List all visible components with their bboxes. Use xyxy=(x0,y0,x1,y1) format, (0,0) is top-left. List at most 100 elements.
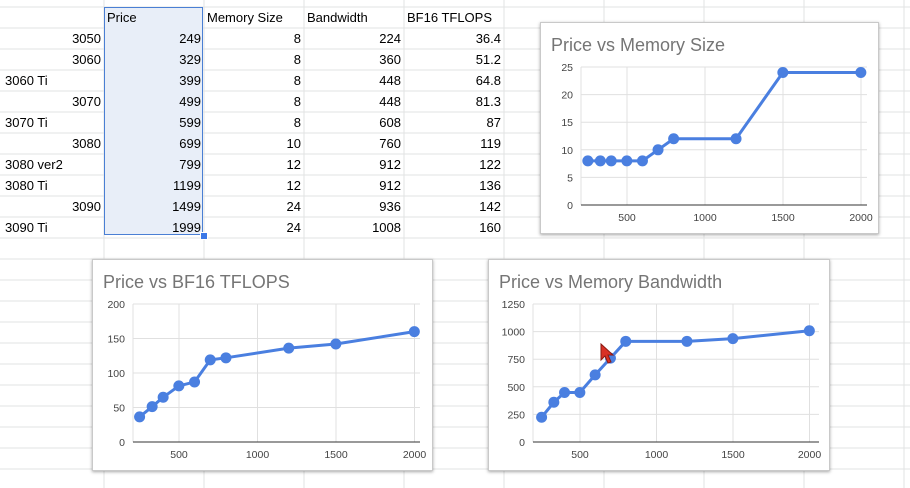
cell-memory-size[interactable]: 8 xyxy=(293,73,301,88)
y-tick-label: 1250 xyxy=(502,299,526,311)
cell-bf16-tflops[interactable]: 51.2 xyxy=(475,52,501,67)
cell-bandwidth[interactable]: 936 xyxy=(379,199,401,214)
data-point xyxy=(536,411,548,423)
header-price[interactable]: Price xyxy=(107,10,137,25)
cell-memory-size[interactable]: 8 xyxy=(293,115,301,130)
cell-bandwidth[interactable]: 360 xyxy=(379,52,401,67)
data-point xyxy=(204,354,216,366)
data-point xyxy=(283,342,295,354)
row-label[interactable]: 3060 Ti xyxy=(5,73,48,88)
cell-price[interactable]: 1999 xyxy=(172,220,201,235)
row-label[interactable]: 3080 ver2 xyxy=(5,157,63,172)
chart-price-vs-memory-bandwidth[interactable]: 0 250 500 750 1000 1250 500 1000 1500 2000 Price … xyxy=(488,259,830,471)
row-label[interactable]: 3050 xyxy=(72,31,101,46)
data-point xyxy=(157,391,169,403)
series-line xyxy=(540,329,810,419)
cell-price[interactable]: 599 xyxy=(179,115,201,130)
cell-bandwidth[interactable]: 912 xyxy=(379,157,401,172)
chart-title: Price vs BF16 TFLOPS xyxy=(103,272,290,292)
y-tick-label: 1000 xyxy=(502,327,526,339)
data-point xyxy=(134,411,146,423)
y-tick-label: 50 xyxy=(113,403,125,415)
data-point xyxy=(855,67,867,79)
data-point xyxy=(621,155,633,167)
chart-price-vs-memory-size[interactable]: 0 5 10 15 20 25 500 1000 1500 2000 Price vs Memor… xyxy=(540,22,879,234)
row-label[interactable]: 3090 xyxy=(72,199,101,214)
x-tick-label: 2000 xyxy=(849,212,873,224)
cell-bandwidth[interactable]: 448 xyxy=(379,73,401,88)
cell-bf16-tflops[interactable]: 119 xyxy=(480,136,501,151)
data-point xyxy=(620,335,632,347)
chart-title: Price vs Memory Size xyxy=(551,35,726,55)
cell-bf16-tflops[interactable]: 136 xyxy=(479,178,501,193)
cell-price[interactable]: 699 xyxy=(179,136,201,151)
cell-bf16-tflops[interactable]: 64.8 xyxy=(475,73,501,88)
data-point xyxy=(173,380,185,392)
chart-bandwidth-plot: 0 250 500 750 1000 1250 500 1000 1500 2000 xyxy=(502,299,822,461)
cell-memory-size[interactable]: 8 xyxy=(293,52,301,67)
data-point xyxy=(408,326,420,338)
cell-bandwidth[interactable]: 224 xyxy=(379,31,401,46)
data-point xyxy=(559,387,571,399)
cell-bf16-tflops[interactable]: 81.3 xyxy=(475,94,501,109)
data-point xyxy=(636,155,648,167)
cell-memory-size[interactable]: 8 xyxy=(293,94,301,109)
data-point xyxy=(730,133,742,145)
data-point xyxy=(668,133,680,145)
row-label[interactable]: 3070 Ti xyxy=(5,115,48,130)
cell-price[interactable]: 329 xyxy=(179,52,201,67)
header-memory-size[interactable]: Memory Size xyxy=(207,10,283,25)
row-label[interactable]: 3080 xyxy=(72,136,101,151)
cell-bf16-tflops[interactable]: 87 xyxy=(486,115,501,130)
x-tick-label: 1000 xyxy=(645,449,669,461)
cell-memory-size[interactable]: 12 xyxy=(286,157,301,172)
header-bandwidth[interactable]: Bandwidth xyxy=(307,10,368,25)
cell-bandwidth[interactable]: 912 xyxy=(379,178,401,193)
cell-bf16-tflops[interactable]: 142 xyxy=(479,199,501,214)
row-label[interactable]: 3070 xyxy=(72,94,101,109)
cell-price[interactable]: 249 xyxy=(179,31,201,46)
cell-memory-size[interactable]: 8 xyxy=(293,31,301,46)
data-point xyxy=(803,325,815,337)
cell-bandwidth[interactable]: 448 xyxy=(379,94,401,109)
x-tick-label: 1500 xyxy=(324,449,348,461)
x-tick-label: 500 xyxy=(618,212,636,224)
cell-memory-size[interactable]: 24 xyxy=(286,220,301,235)
chart-price-vs-bf16-tflops[interactable]: 0 50 100 150 200 500 1000 1500 2000 Price vs BF1… xyxy=(92,259,433,471)
fill-handle[interactable] xyxy=(200,232,208,240)
y-tick-label: 500 xyxy=(507,382,525,394)
cell-bandwidth[interactable]: 608 xyxy=(379,115,401,130)
row-label[interactable]: 3060 xyxy=(72,52,101,67)
cell-price[interactable]: 1499 xyxy=(172,199,201,214)
row-label[interactable]: 3090 Ti xyxy=(5,220,48,235)
series-line xyxy=(138,330,415,419)
cell-memory-size[interactable]: 10 xyxy=(286,136,301,151)
y-tick-label: 0 xyxy=(119,437,125,449)
selected-price-column[interactable] xyxy=(104,7,203,235)
cell-price[interactable]: 799 xyxy=(179,157,201,172)
cell-price[interactable]: 1199 xyxy=(173,178,201,193)
row-label[interactable]: 3080 Ti xyxy=(5,178,48,193)
y-tick-label: 25 xyxy=(561,62,573,74)
data-point xyxy=(652,144,664,156)
cell-price[interactable]: 499 xyxy=(179,94,201,109)
cell-bf16-tflops[interactable]: 160 xyxy=(479,220,501,235)
header-bf16-tflops[interactable]: BF16 TFLOPS xyxy=(407,10,493,25)
cell-memory-size[interactable]: 12 xyxy=(286,178,301,193)
x-tick-label: 1500 xyxy=(721,449,745,461)
data-point xyxy=(189,376,201,388)
data-point xyxy=(681,335,693,347)
data-point xyxy=(146,401,158,413)
y-tick-label: 750 xyxy=(507,354,525,366)
x-tick-label: 500 xyxy=(571,449,589,461)
cell-bf16-tflops[interactable]: 122 xyxy=(479,157,501,172)
cell-bandwidth[interactable]: 760 xyxy=(379,136,401,151)
y-tick-label: 0 xyxy=(519,437,525,449)
y-tick-label: 100 xyxy=(107,368,125,380)
cell-bandwidth[interactable]: 1008 xyxy=(372,220,401,235)
cell-memory-size[interactable]: 24 xyxy=(286,199,301,214)
pointer-arrow-icon xyxy=(600,343,615,364)
cell-price[interactable]: 399 xyxy=(179,73,201,88)
cell-bf16-tflops[interactable]: 36.4 xyxy=(475,31,501,46)
y-tick-label: 250 xyxy=(507,409,525,421)
